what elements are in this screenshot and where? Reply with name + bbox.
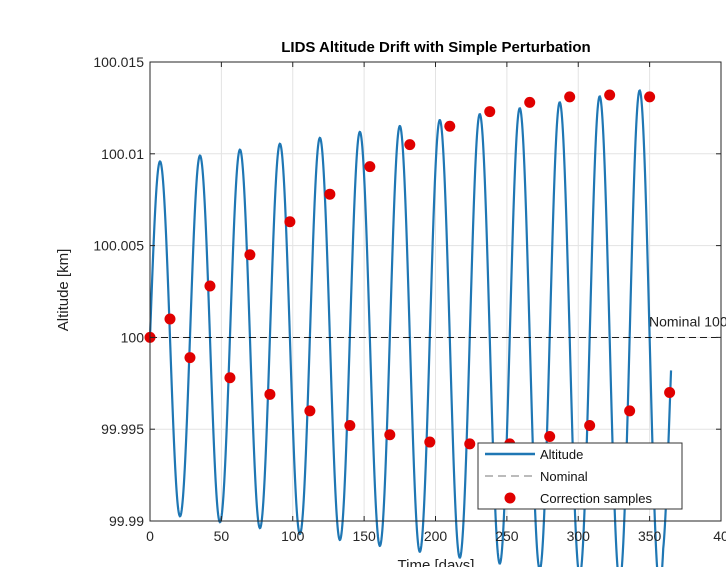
plot-area: 0 50 100 150 200 250 300 350 40 99.99 99.995 100 100… bbox=[93, 54, 726, 567]
correction-sample-point bbox=[544, 431, 556, 443]
chart-title: LIDS Altitude Drift with Simple Perturba… bbox=[281, 39, 590, 56]
legend-samples-swatch bbox=[504, 492, 516, 504]
y-tick-label: 99.99 bbox=[109, 513, 144, 529]
correction-sample-point bbox=[624, 405, 636, 417]
correction-sample-point bbox=[364, 161, 376, 173]
y-tick-label: 100.01 bbox=[101, 146, 144, 162]
nominal-annotation: Nominal 100 km bbox=[649, 313, 726, 329]
correction-sample-point bbox=[384, 429, 396, 441]
axes-layer bbox=[149, 61, 722, 522]
correction-sample-point bbox=[464, 438, 476, 450]
correction-sample-point bbox=[644, 91, 656, 103]
legend-altitude-label: Altitude bbox=[540, 447, 583, 462]
y-axis-label: Altitude [km] bbox=[55, 249, 72, 332]
tick-labels: 0 50 100 150 200 250 300 350 40 99.99 99.995 100 100… bbox=[93, 54, 726, 544]
x-tick-label: 200 bbox=[424, 528, 448, 544]
correction-sample-point bbox=[584, 420, 596, 432]
correction-sample-point bbox=[204, 280, 216, 292]
correction-sample-point bbox=[344, 420, 356, 432]
correction-sample-point bbox=[404, 139, 416, 151]
x-tick-label: 100 bbox=[281, 528, 305, 544]
x-tick-label: 300 bbox=[567, 528, 591, 544]
x-axis-label: Time [days] bbox=[398, 557, 475, 567]
correction-sample-point bbox=[264, 388, 276, 400]
marker-layer bbox=[144, 89, 676, 450]
correction-sample-point bbox=[604, 89, 616, 101]
correction-sample-point bbox=[664, 386, 676, 398]
y-tick-label: 100.005 bbox=[93, 238, 144, 254]
correction-sample-point bbox=[564, 91, 576, 103]
correction-sample-point bbox=[304, 405, 316, 417]
correction-sample-point bbox=[484, 106, 496, 118]
legend-samples-label: Correction samples bbox=[540, 491, 652, 506]
x-tick-label: 0 bbox=[146, 528, 154, 544]
x-tick-label: 250 bbox=[495, 528, 519, 544]
legend: Altitude Nominal Correction samples bbox=[477, 442, 683, 510]
correction-sample-point bbox=[224, 372, 236, 384]
y-tick-label: 100 bbox=[121, 329, 145, 345]
x-tick-label: 150 bbox=[352, 528, 376, 544]
x-tick-label: 50 bbox=[214, 528, 230, 544]
correction-sample-point bbox=[284, 216, 296, 228]
correction-sample-point bbox=[424, 436, 436, 448]
correction-sample-point bbox=[184, 352, 196, 364]
y-tick-label: 100.015 bbox=[93, 54, 144, 70]
correction-sample-point bbox=[524, 96, 536, 108]
y-tick-label: 99.995 bbox=[101, 421, 144, 437]
correction-sample-point bbox=[244, 249, 256, 261]
altitude-line bbox=[148, 89, 673, 567]
correction-sample-point bbox=[324, 188, 336, 200]
series-layer bbox=[148, 89, 721, 567]
legend-nominal-label: Nominal bbox=[540, 469, 588, 484]
x-tick-label: 350 bbox=[638, 528, 662, 544]
x-tick-label: 40 bbox=[713, 528, 726, 544]
correction-sample-point bbox=[164, 313, 176, 325]
correction-sample-point bbox=[444, 120, 456, 132]
